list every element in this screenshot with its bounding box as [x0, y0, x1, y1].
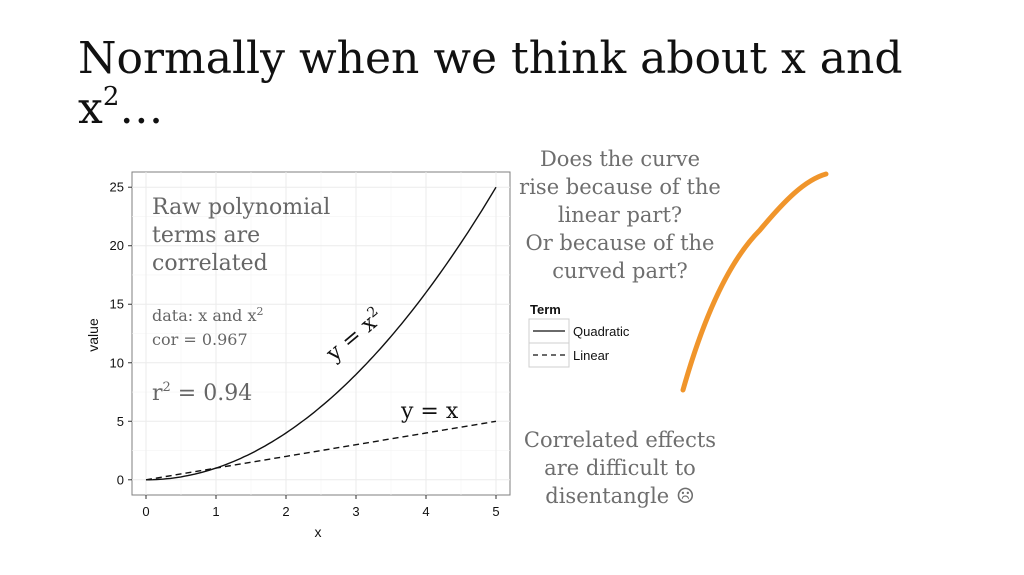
slide-title: Normally when we think about x and x2…: [78, 34, 978, 134]
title-superscript: 2: [102, 82, 120, 112]
legend-entry-linear: Linear: [573, 348, 610, 363]
x-tick-label: 5: [492, 504, 499, 519]
y-axis-label: value: [85, 318, 101, 352]
y-tick-label: 15: [110, 297, 124, 312]
annotation-r2-label: r2 = 0.94: [152, 380, 252, 406]
series-line-quadratic: [146, 186, 497, 481]
r2-value: = 0.94: [171, 381, 252, 406]
y-tick-label: 25: [110, 180, 124, 195]
legend-entry-quadratic: Quadratic: [573, 324, 630, 339]
title-ellipsis: …: [119, 83, 164, 134]
y-tick-label: 10: [110, 355, 124, 370]
y-tick-label: 0: [117, 472, 124, 487]
question-text: Does the curve rise because of the linea…: [519, 147, 721, 283]
data-label-superscript: 2: [257, 305, 264, 318]
r2-text: r: [152, 381, 163, 406]
title-main: Normally when we think about x and x: [78, 33, 903, 134]
r2-superscript: 2: [163, 380, 171, 395]
y-tick-label: 5: [117, 414, 124, 429]
annotation-heading-line: terms are: [152, 223, 260, 248]
series-line-linear: [145, 420, 497, 481]
annotation-heading-line: Raw polynomial: [152, 195, 330, 220]
x-tick-label: 2: [282, 504, 289, 519]
data-label-text: data: x and x: [152, 306, 257, 325]
x-axis-label: x: [315, 524, 322, 540]
annotation-cor-label: cor = 0.967: [152, 330, 248, 349]
x-tick-label: 3: [352, 504, 359, 519]
x-tick-label: 0: [142, 504, 149, 519]
axis-ticks: 0 1 2 3 4 5 0 5 10 15 20 25: [110, 180, 500, 519]
x-tick-label: 4: [422, 504, 429, 519]
annotation-data-label: data: x and x2: [152, 305, 264, 325]
linear-line-label: y = x: [400, 399, 459, 424]
x-tick-label: 1: [212, 504, 219, 519]
series-layer: [145, 186, 497, 481]
legend: Term Quadratic Linear: [528, 302, 630, 368]
grid-lines: [132, 172, 510, 495]
orange-curve-illustration: [680, 171, 829, 393]
annotation-heading-line: correlated: [152, 251, 268, 276]
conclusion-text: Correlated effects are difficult to dise…: [523, 428, 717, 508]
y-tick-label: 20: [110, 238, 124, 253]
legend-title: Term: [530, 302, 561, 317]
annotation-heading: Raw polynomial terms are correlated: [152, 195, 337, 276]
